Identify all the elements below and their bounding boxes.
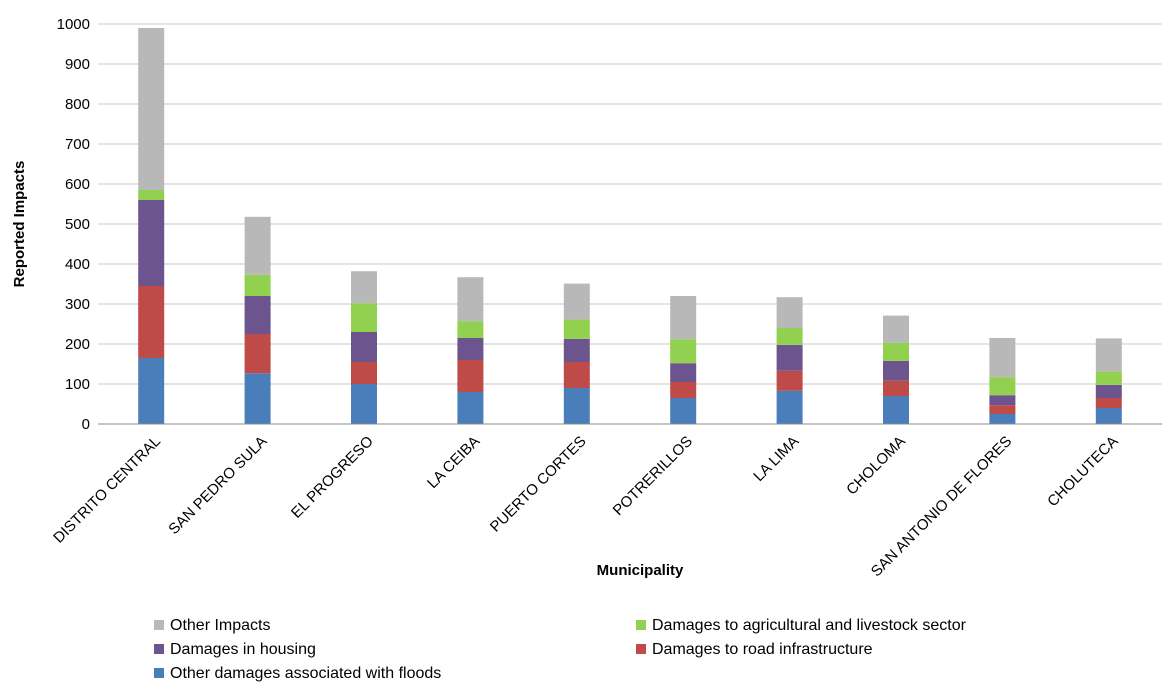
x-tick-label: SAN PEDRO SULA — [165, 433, 270, 538]
bar-segment-damages-to-road-infrastructure-choloma — [883, 380, 909, 396]
bar-segment-other-impacts-distrito-central — [138, 28, 165, 190]
bar-segment-other-impacts-san-antonio-de-flores — [989, 338, 1016, 378]
legend-swatch-damages-in-housing — [154, 644, 164, 654]
bar-segment-other-impacts-potrerillos — [670, 296, 697, 340]
x-tick-label: POTRERILLOS — [610, 433, 696, 519]
bar-segment-damages-to-road-infrastructure-la-lima — [776, 370, 803, 391]
bar-segment-other-impacts-la-lima — [776, 297, 803, 328]
bar-segment-damages-to-agricultural-and-livestock-sector-san-pedro-sula — [244, 274, 271, 296]
bar-segment-other-impacts-san-pedro-sula — [244, 216, 271, 275]
y-tick-label: 200 — [65, 336, 90, 353]
legend-label-other-damages-associated-with-floods: Other damages associated with floods — [170, 665, 441, 682]
y-tick-labels: 0 100 200 300 400 500 600 700 800 900 1000 — [57, 16, 90, 433]
bar-segment-damages-to-road-infrastructure-san-pedro-sula — [244, 334, 271, 374]
bar-segment-damages-to-agricultural-and-livestock-sector-potrerillos — [670, 339, 697, 364]
bar-segment-damages-in-housing-san-antonio-de-flores — [989, 395, 1016, 406]
bar-segment-damages-to-agricultural-and-livestock-sector-puerto-cortes — [563, 319, 590, 339]
bar-segment-damages-to-agricultural-and-livestock-sector-la-ceiba — [457, 321, 484, 338]
bar-segment-damages-to-agricultural-and-livestock-sector-san-antonio-de-flores — [989, 377, 1016, 396]
bar-segment-damages-to-agricultural-and-livestock-sector-choloma — [883, 342, 909, 361]
bar-segment-other-damages-associated-with-floods-puerto-cortes — [563, 388, 590, 424]
bar-segment-damages-in-housing-puerto-cortes — [563, 338, 590, 362]
bar-segment-other-damages-associated-with-floods-la-lima — [776, 390, 803, 424]
bar-segment-other-damages-associated-with-floods-potrerillos — [670, 398, 697, 424]
y-tick-label: 800 — [65, 96, 90, 113]
bar-segment-damages-in-housing-choloma — [883, 360, 909, 381]
x-tick-label: LA CEIBA — [424, 433, 483, 492]
gridlines — [98, 23, 1162, 385]
x-tick-label: CHOLUTECA — [1044, 433, 1121, 510]
legend-label-damages-to-agricultural-and-livestock-sector: Damages to agricultural and livestock se… — [652, 617, 967, 634]
bar-segment-damages-in-housing-la-ceiba — [457, 338, 484, 360]
x-tick-label: LA LIMA — [750, 433, 802, 485]
y-tick-label: 400 — [65, 256, 90, 273]
bar-segment-damages-to-agricultural-and-livestock-sector-distrito-central — [138, 190, 165, 200]
bars — [138, 28, 1122, 424]
bar-segment-damages-to-road-infrastructure-la-ceiba — [457, 360, 484, 392]
bar-segment-damages-to-road-infrastructure-choluteca — [1095, 398, 1122, 408]
x-tick-label: EL PROGRESO — [288, 433, 377, 522]
legend-swatch-damages-to-road-infrastructure — [636, 644, 646, 654]
bar-segment-other-damages-associated-with-floods-san-pedro-sula — [244, 373, 271, 424]
bar-segment-other-impacts-la-ceiba — [457, 277, 484, 322]
bar-segment-damages-to-agricultural-and-livestock-sector-el-progreso — [351, 303, 377, 332]
bar-segment-damages-to-agricultural-and-livestock-sector-choluteca — [1095, 371, 1122, 385]
bar-segment-other-damages-associated-with-floods-choluteca — [1095, 408, 1122, 424]
y-tick-label: 500 — [65, 216, 90, 233]
x-tick-label: CHOLOMA — [843, 433, 909, 499]
y-axis-title: Reported Impacts — [11, 161, 28, 288]
bar-segment-other-impacts-puerto-cortes — [563, 283, 590, 320]
y-tick-label: 700 — [65, 136, 90, 153]
bar-segment-damages-in-housing-distrito-central — [138, 200, 165, 286]
bar-segment-other-damages-associated-with-floods-choloma — [883, 396, 909, 424]
bar-segment-other-damages-associated-with-floods-el-progreso — [351, 384, 377, 424]
y-tick-label: 300 — [65, 296, 90, 313]
y-tick-label: 100 — [65, 376, 90, 393]
legend-label-other-impacts: Other Impacts — [170, 617, 270, 634]
bar-segment-damages-in-housing-la-lima — [776, 344, 803, 371]
bar-segment-damages-in-housing-san-pedro-sula — [244, 296, 271, 334]
legend-swatch-damages-to-agricultural-and-livestock-sector — [636, 620, 646, 630]
x-axis-title: Municipality — [597, 562, 684, 579]
bar-segment-damages-to-road-infrastructure-puerto-cortes — [563, 362, 590, 388]
bar-segment-damages-to-road-infrastructure-distrito-central — [138, 286, 165, 358]
y-tick-label: 0 — [82, 416, 90, 433]
legend-swatch-other-impacts — [154, 620, 164, 630]
bar-segment-other-impacts-el-progreso — [351, 271, 377, 304]
bar-segment-other-damages-associated-with-floods-distrito-central — [138, 358, 165, 424]
y-tick-label: 900 — [65, 56, 90, 73]
bar-segment-damages-to-agricultural-and-livestock-sector-la-lima — [776, 328, 803, 345]
legend-label-damages-to-road-infrastructure: Damages to road infrastructure — [652, 641, 873, 658]
x-tick-label: PUERTO CORTES — [487, 433, 590, 536]
bar-segment-damages-in-housing-el-progreso — [351, 332, 377, 362]
bar-segment-damages-in-housing-choluteca — [1095, 384, 1122, 398]
bar-segment-other-damages-associated-with-floods-la-ceiba — [457, 392, 484, 424]
bar-segment-damages-to-road-infrastructure-san-antonio-de-flores — [989, 405, 1016, 414]
y-tick-label: 600 — [65, 176, 90, 193]
bar-segment-other-impacts-choluteca — [1095, 338, 1122, 372]
y-tick-label: 1000 — [57, 16, 90, 33]
x-tick-label: DISTRITO CENTRAL — [50, 433, 164, 547]
bar-segment-damages-to-road-infrastructure-el-progreso — [351, 362, 377, 384]
bar-segment-other-damages-associated-with-floods-san-antonio-de-flores — [989, 414, 1016, 424]
bar-segment-damages-to-road-infrastructure-potrerillos — [670, 382, 697, 398]
legend: Other Impacts Damages to agricultural and… — [154, 617, 967, 682]
legend-label-damages-in-housing: Damages in housing — [170, 641, 316, 658]
bar-segment-other-impacts-choloma — [883, 315, 909, 343]
legend-swatch-other-damages-associated-with-floods — [154, 668, 164, 678]
bar-segment-damages-in-housing-potrerillos — [670, 363, 697, 382]
x-tick-labels: DISTRITO CENTRAL SAN PEDRO SULA EL PROGRES… — [50, 433, 1121, 580]
